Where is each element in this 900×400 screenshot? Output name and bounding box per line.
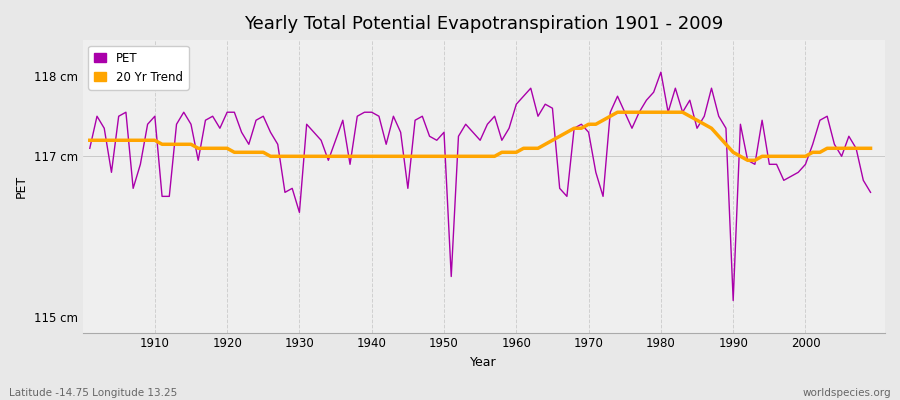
Y-axis label: PET: PET xyxy=(15,175,28,198)
Text: worldspecies.org: worldspecies.org xyxy=(803,388,891,398)
Title: Yearly Total Potential Evapotranspiration 1901 - 2009: Yearly Total Potential Evapotranspiratio… xyxy=(244,15,724,33)
Legend: PET, 20 Yr Trend: PET, 20 Yr Trend xyxy=(88,46,188,90)
X-axis label: Year: Year xyxy=(471,356,497,369)
Text: Latitude -14.75 Longitude 13.25: Latitude -14.75 Longitude 13.25 xyxy=(9,388,177,398)
